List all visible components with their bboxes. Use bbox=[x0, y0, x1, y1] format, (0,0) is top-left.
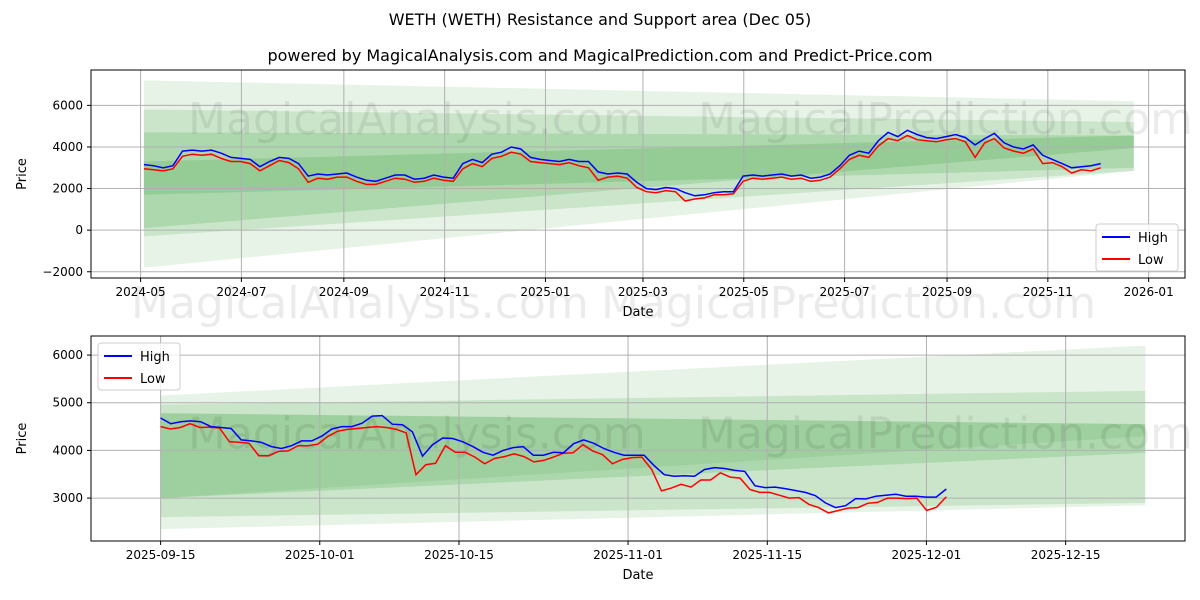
plot-frame bbox=[90, 69, 1186, 279]
watermark: MagicalPrediction.com bbox=[698, 409, 1193, 460]
y-tick-label: 2000 bbox=[52, 182, 83, 196]
support-resistance-band bbox=[160, 390, 1146, 518]
x-tick-label: 2025-11-15 bbox=[732, 548, 802, 562]
watermark: MagicalAnalysis.com bbox=[131, 278, 589, 329]
x-tick-label: 2025-10-15 bbox=[424, 548, 494, 562]
x-tick-label: 2026-01 bbox=[1124, 285, 1174, 299]
watermark: MagicalAnalysis.com bbox=[188, 94, 646, 145]
support-resistance-band bbox=[143, 80, 1134, 268]
y-tick-label: −2000 bbox=[42, 265, 83, 279]
watermark: MagicalAnalysis.com bbox=[188, 409, 646, 460]
y-tick-label: 5000 bbox=[52, 396, 83, 410]
support-resistance-band bbox=[160, 345, 1146, 530]
x-tick-label: 2025-12-01 bbox=[892, 548, 962, 562]
x-axis-label: Date bbox=[622, 568, 653, 583]
y-tick-label: 4000 bbox=[52, 443, 83, 457]
x-tick-label: 2024-11 bbox=[420, 285, 470, 299]
x-tick-label: 2025-09-15 bbox=[126, 548, 196, 562]
chart-2: 2025-09-15 2025-10-01 2025-10-15 2025-11-01… bbox=[15, 335, 1193, 583]
chart-1: 2024-05 2024-07 2024-09 2024-11 2025-01 2025-… bbox=[15, 69, 1193, 329]
x-tick-label: 2025-09 bbox=[922, 285, 972, 299]
x-tick-label: 2024-07 bbox=[216, 285, 266, 299]
legend-label-high: High bbox=[1138, 231, 1168, 246]
watermark: MagicalPrediction.com bbox=[601, 278, 1096, 329]
y-tick-label: 0 bbox=[75, 223, 83, 237]
x-tick-label: 2025-07 bbox=[820, 285, 870, 299]
y-tick-label: 6000 bbox=[52, 98, 83, 112]
y-tick-label: 6000 bbox=[52, 348, 83, 362]
support-resistance-band bbox=[143, 109, 1134, 237]
series-high-line bbox=[160, 414, 947, 509]
x-tick-label: 2025-11 bbox=[1023, 285, 1073, 299]
y-axis-label: Price bbox=[15, 158, 30, 190]
chart-subtitle: powered by MagicalAnalysis.com and Magic… bbox=[267, 46, 933, 65]
legend-label-low: Low bbox=[140, 372, 166, 387]
chart-title: WETH (WETH) Resistance and Support area … bbox=[388, 10, 812, 29]
x-tick-label: 2024-05 bbox=[116, 285, 166, 299]
series-low-line bbox=[143, 134, 1101, 202]
x-tick-label: 2025-01 bbox=[520, 285, 570, 299]
x-tick-label: 2025-05 bbox=[719, 285, 769, 299]
x-tick-label: 2025-11-01 bbox=[593, 548, 663, 562]
legend: High Low bbox=[1095, 223, 1179, 272]
legend-label-high: High bbox=[140, 350, 170, 365]
x-tick-label: 2025-12-15 bbox=[1031, 548, 1101, 562]
series-high-line bbox=[143, 129, 1101, 197]
plot-frame bbox=[90, 335, 1186, 542]
y-tick-label: 3000 bbox=[52, 491, 83, 505]
legend: High Low bbox=[97, 342, 181, 391]
x-tick-label: 2025-10-01 bbox=[285, 548, 355, 562]
series-low-line bbox=[160, 422, 947, 514]
x-axis-label: Date bbox=[622, 305, 653, 320]
x-tick-label: 2024-09 bbox=[319, 285, 369, 299]
support-resistance-band bbox=[143, 135, 1134, 229]
legend-label-low: Low bbox=[1138, 253, 1164, 268]
y-axis-label: Price bbox=[15, 423, 30, 455]
x-tick-label: 2025-03 bbox=[618, 285, 668, 299]
y-tick-label: 4000 bbox=[52, 140, 83, 154]
